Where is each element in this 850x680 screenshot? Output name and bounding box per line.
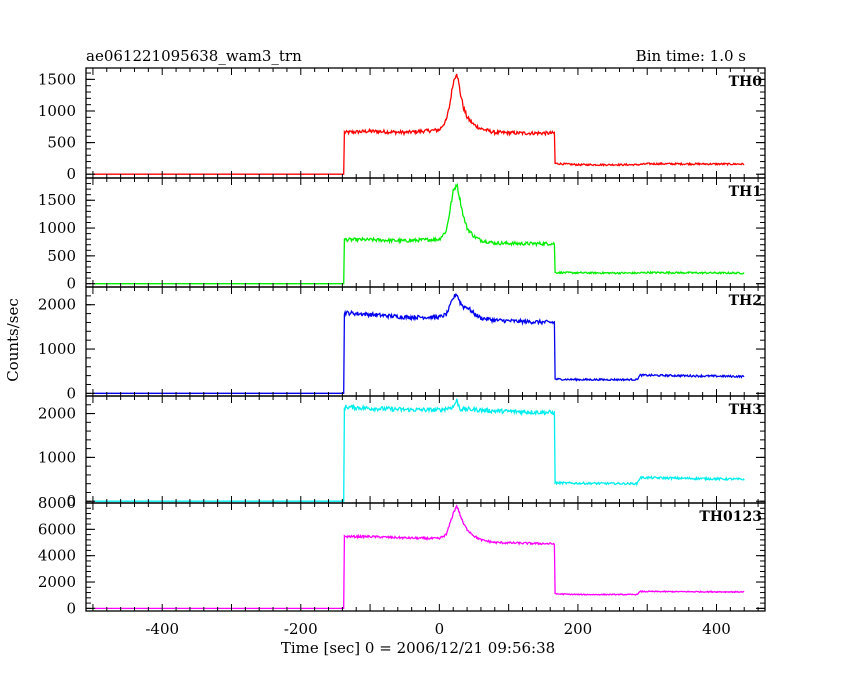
- x-tick-label: 400: [702, 620, 731, 638]
- y-axis-label: Counts/sec: [4, 298, 22, 382]
- x-tick-label: -400: [145, 620, 179, 638]
- panel-label-th1: TH1: [729, 184, 762, 200]
- x-axis-label: Time [sec] 0 = 2006/12/21 09:56:38: [281, 639, 555, 657]
- y-tick-label: 0: [66, 165, 76, 183]
- panel-label-th0: TH0: [729, 74, 763, 90]
- panel-th1: 0 500 1000 1500 TH1: [38, 177, 766, 293]
- y-tick-label: 1000: [38, 448, 76, 466]
- panel-frame: [85, 177, 766, 288]
- y-tick-label: 2000: [38, 296, 76, 314]
- y-tick-label: 1000: [38, 340, 76, 358]
- y-tick-label: 0: [66, 599, 76, 617]
- y-tick-label: 8000: [38, 494, 76, 512]
- y-tick-label: 1000: [38, 102, 76, 120]
- x-tick-label: -200: [284, 620, 318, 638]
- y-tick-label: 2000: [38, 405, 76, 423]
- series-line-th2: [92, 292, 745, 394]
- y-tick-label: 1500: [38, 191, 76, 209]
- panels-group: 0 500 1000 1500 TH0 0 500 1000 1500 TH1 0 1000 2000 T…: [38, 67, 766, 617]
- x-tick-label: 200: [564, 620, 593, 638]
- y-tick-label: 1500: [38, 70, 76, 88]
- x-axis: -400 -200 0 200 400: [145, 620, 730, 638]
- panel-frame: [85, 502, 766, 612]
- x-tick-label: 0: [435, 620, 445, 638]
- y-tick-label: 0: [66, 492, 76, 510]
- series-line-th0123: [92, 504, 745, 610]
- panel-th0: 0 500 1000 1500 TH0: [38, 67, 766, 183]
- y-tick-label: 0: [66, 275, 76, 293]
- y-tick-label: 0: [66, 384, 76, 402]
- panel-th2: 0 1000 2000 TH2: [38, 286, 766, 402]
- y-tick-label: 1000: [38, 219, 76, 237]
- y-tick-label: 6000: [38, 520, 76, 538]
- panel-th0123: 0 2000 4000 6000 8000 TH0123: [38, 494, 766, 617]
- panel-label-th3: TH3: [729, 402, 762, 418]
- y-tick-label: 500: [47, 247, 76, 265]
- series-line-th0: [92, 73, 745, 175]
- panel-frame: [85, 67, 766, 179]
- series-line-th1: [92, 182, 745, 285]
- series-line-th3: [92, 398, 745, 502]
- chart-title: ae061221095638_wam3_trn: [86, 47, 302, 65]
- panel-label-th0123: TH0123: [699, 509, 762, 525]
- panel-label-th2: TH2: [729, 293, 762, 309]
- y-tick-label: 2000: [38, 573, 76, 591]
- y-tick-label: 500: [47, 134, 76, 152]
- panel-th3: 0 1000 2000 TH3: [38, 395, 766, 510]
- bin-time-label: Bin time: 1.0 s: [636, 47, 746, 65]
- panel-frame: [85, 286, 766, 397]
- y-tick-label: 4000: [38, 547, 76, 565]
